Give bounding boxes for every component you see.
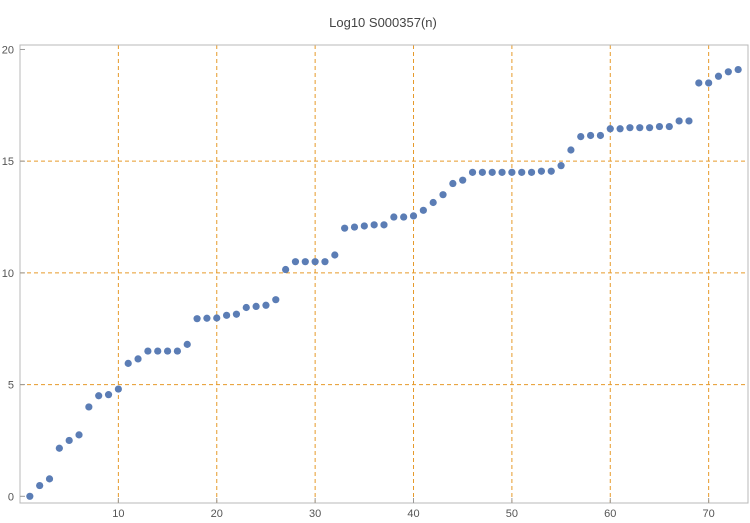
data-point xyxy=(488,168,496,176)
x-tick-label: 30 xyxy=(309,508,321,520)
axis-ticks xyxy=(20,48,710,503)
data-point xyxy=(45,475,54,483)
y-tick-label: 10 xyxy=(2,268,14,280)
data-point xyxy=(85,403,93,411)
data-point xyxy=(468,168,477,176)
y-tick-label: 20 xyxy=(2,44,14,56)
data-point xyxy=(242,303,250,312)
data-point xyxy=(646,124,654,132)
data-point xyxy=(65,436,73,445)
data-point xyxy=(232,310,241,318)
data-point xyxy=(714,72,723,80)
data-point xyxy=(252,302,260,310)
x-tick-label: 40 xyxy=(407,508,419,520)
data-point xyxy=(380,221,388,229)
data-point xyxy=(636,124,644,132)
data-point xyxy=(222,311,231,319)
data-point xyxy=(409,212,418,220)
x-tick-labels: 10 20 30 40 50 60 70 xyxy=(112,508,715,520)
x-tick-label: 60 xyxy=(604,508,616,520)
y-tick-label: 0 xyxy=(8,491,14,503)
data-point xyxy=(400,213,408,221)
data-point xyxy=(616,125,624,133)
x-tick-label: 70 xyxy=(703,508,715,520)
data-point xyxy=(419,206,427,214)
data-point xyxy=(439,191,447,199)
data-point xyxy=(301,258,309,266)
data-point xyxy=(282,265,290,274)
data-point xyxy=(154,347,162,355)
data-point xyxy=(665,122,673,131)
data-point xyxy=(95,392,103,400)
data-point xyxy=(321,258,329,266)
data-point xyxy=(124,359,132,367)
data-point xyxy=(36,481,44,490)
data-point xyxy=(262,301,270,309)
plot-frame xyxy=(19,44,749,504)
data-point xyxy=(675,117,683,125)
x-tick-label: 10 xyxy=(112,508,124,520)
data-point xyxy=(527,168,536,176)
data-point xyxy=(134,355,142,363)
data-point xyxy=(478,168,486,176)
data-point xyxy=(734,65,742,74)
data-point xyxy=(331,251,339,259)
data-point xyxy=(370,221,378,229)
y-tick-labels: 0 5 10 15 20 xyxy=(2,44,14,503)
data-point xyxy=(606,125,614,133)
data-point xyxy=(586,131,595,140)
data-point xyxy=(341,224,349,232)
x-tick-label: 50 xyxy=(506,508,518,520)
data-point xyxy=(537,167,546,175)
data-point xyxy=(104,391,113,399)
data-point xyxy=(577,133,585,141)
data-point xyxy=(183,340,191,348)
data-points xyxy=(26,65,742,500)
data-point xyxy=(213,314,221,322)
data-point xyxy=(429,198,437,207)
data-point xyxy=(705,79,713,87)
grid-lines xyxy=(20,45,748,503)
data-point xyxy=(360,222,368,230)
y-tick-label: 5 xyxy=(8,380,14,392)
data-point xyxy=(272,296,280,304)
data-point xyxy=(350,223,359,231)
x-tick-label: 20 xyxy=(211,508,223,520)
data-point xyxy=(459,176,467,184)
data-point xyxy=(291,258,300,266)
chart-title: Log10 S000357(n) xyxy=(329,15,437,30)
data-point xyxy=(508,168,516,176)
data-point xyxy=(695,79,703,87)
data-point xyxy=(144,347,152,355)
data-point xyxy=(55,444,63,452)
data-point xyxy=(685,117,693,125)
data-point xyxy=(173,347,182,355)
data-point xyxy=(567,146,575,154)
data-point xyxy=(449,179,457,188)
data-point xyxy=(626,124,634,132)
data-point xyxy=(163,347,172,355)
data-point xyxy=(518,168,526,176)
data-point xyxy=(724,68,732,76)
data-point xyxy=(193,315,201,323)
data-point xyxy=(75,431,83,439)
data-point xyxy=(311,258,319,266)
y-tick-label: 15 xyxy=(2,156,14,168)
data-point xyxy=(655,122,664,131)
data-point xyxy=(26,492,34,500)
data-point xyxy=(114,385,122,393)
data-point xyxy=(203,314,211,322)
data-point xyxy=(557,162,565,170)
data-point xyxy=(547,167,555,175)
data-point xyxy=(596,131,605,140)
data-point xyxy=(390,213,398,221)
data-point xyxy=(498,168,506,176)
